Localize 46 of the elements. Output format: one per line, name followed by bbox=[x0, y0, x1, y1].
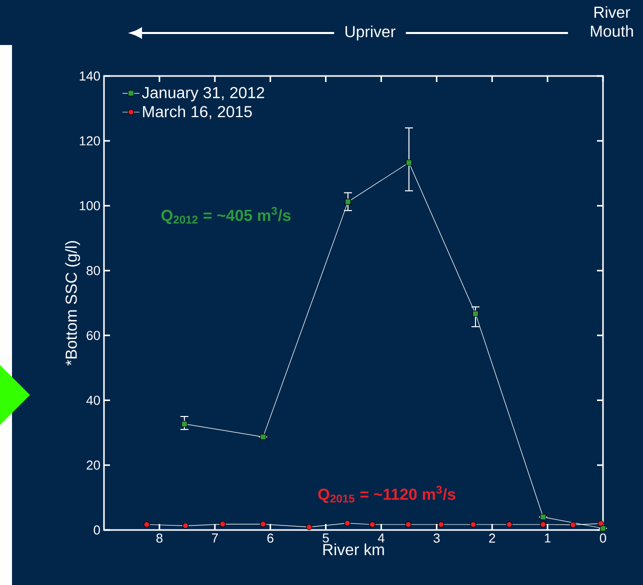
point bbox=[570, 522, 576, 528]
point bbox=[506, 521, 512, 528]
point bbox=[260, 434, 266, 440]
y-tick-label: 60 bbox=[86, 330, 100, 340]
y-tick-label: 100 bbox=[80, 201, 100, 210]
point bbox=[144, 521, 150, 528]
y-tick-label: 40 bbox=[86, 396, 100, 405]
x-axis-title: River km bbox=[323, 544, 384, 556]
x-tick-label: 7 bbox=[212, 534, 218, 542]
point bbox=[405, 521, 412, 528]
legend-label: March 16, 2015 bbox=[143, 106, 252, 120]
legend-label: January 31, 2012 bbox=[142, 86, 264, 102]
point bbox=[220, 521, 226, 528]
point bbox=[406, 159, 412, 166]
point bbox=[306, 524, 312, 530]
annotation: Q$_{2012}$ = ~405 m$^{3}$/s bbox=[161, 206, 291, 224]
point bbox=[598, 520, 604, 527]
x-tick-label: 4 bbox=[378, 534, 384, 542]
point bbox=[600, 525, 606, 532]
point bbox=[470, 521, 476, 528]
y-tick-label: 80 bbox=[86, 266, 100, 276]
x-tick-label: 1 bbox=[544, 534, 551, 542]
point bbox=[260, 521, 266, 528]
point bbox=[438, 521, 444, 528]
x-tick-label: 3 bbox=[434, 534, 440, 543]
x-tick-label: 0 bbox=[600, 534, 606, 543]
x-tick-label: 8 bbox=[156, 534, 162, 543]
y-tick-label: 20 bbox=[86, 460, 100, 470]
point bbox=[182, 522, 189, 529]
x-tick-label: 5 bbox=[322, 534, 329, 543]
text: River Mouth bbox=[590, 6, 633, 37]
x-tick-label: 2 bbox=[489, 534, 496, 543]
point bbox=[344, 520, 350, 526]
point bbox=[540, 514, 546, 520]
text: Upriver bbox=[346, 26, 396, 40]
point bbox=[540, 521, 546, 528]
point bbox=[181, 420, 188, 428]
point bbox=[344, 198, 352, 205]
point bbox=[369, 521, 376, 528]
y-tick-label: 120 bbox=[80, 136, 100, 146]
point bbox=[472, 310, 479, 317]
y-tick-label: 140 bbox=[80, 71, 100, 81]
x-tick-label: 6 bbox=[267, 534, 274, 543]
y-tick-label: 0 bbox=[94, 525, 100, 535]
y-axis-title: *Bottom SSC (g/l) bbox=[65, 241, 80, 366]
annotation: Q$_{2015}$ = ~1120 m$^{3}$/s bbox=[318, 486, 456, 503]
